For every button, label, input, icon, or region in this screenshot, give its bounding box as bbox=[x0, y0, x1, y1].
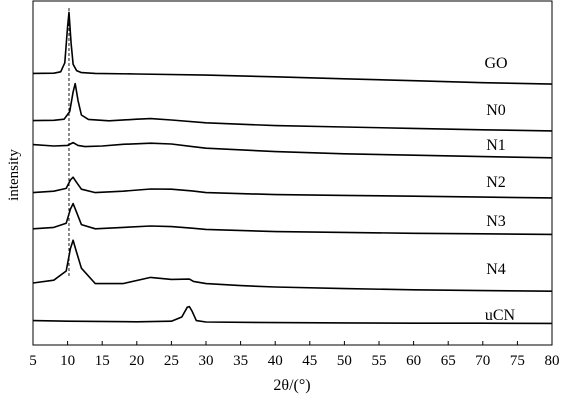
x-tick-label: 50 bbox=[337, 353, 352, 369]
x-tick-label: 70 bbox=[475, 353, 490, 369]
x-tick-label: 10 bbox=[60, 353, 75, 369]
x-tick-label: 20 bbox=[129, 353, 144, 369]
x-tick-label: 15 bbox=[95, 353, 110, 369]
x-tick-label: 65 bbox=[441, 353, 456, 369]
x-tick-label: 35 bbox=[233, 353, 248, 369]
series-line-n2 bbox=[32, 176, 553, 199]
series-layer: GO N0 N1 N2 N3 N4 uCN bbox=[32, 11, 553, 325]
series-label-ucn: uCN bbox=[485, 307, 516, 324]
x-tick-label: 25 bbox=[164, 353, 179, 369]
x-tick-label: 30 bbox=[199, 353, 214, 369]
x-tick-label: 80 bbox=[545, 353, 560, 369]
x-tick-label: 55 bbox=[372, 353, 387, 369]
series-line-n4 bbox=[32, 239, 553, 292]
series-label-n4: N4 bbox=[486, 261, 506, 278]
x-tick-label: 5 bbox=[29, 353, 37, 369]
x-axis-label: 2θ/(°) bbox=[273, 377, 310, 394]
series-label-n1: N1 bbox=[486, 137, 506, 154]
plot-frame bbox=[32, 0, 553, 346]
series-label-n0: N0 bbox=[486, 102, 506, 119]
series-line-n3 bbox=[32, 202, 553, 236]
series-label-n2: N2 bbox=[486, 174, 506, 191]
y-axis-label: intensity bbox=[6, 149, 22, 201]
x-tick-label: 45 bbox=[302, 353, 317, 369]
series-label-n3: N3 bbox=[486, 213, 506, 230]
x-axis-ticks: 5 10 15 20 25 30 35 40 45 50 55 60 65 70 75 80 bbox=[29, 341, 560, 369]
x-tick-label: 60 bbox=[406, 353, 421, 369]
x-tick-label: 75 bbox=[510, 353, 525, 369]
series-line-ucn bbox=[32, 305, 553, 325]
series-line-go bbox=[32, 11, 553, 85]
x-tick-label: 40 bbox=[268, 353, 283, 369]
series-line-n0 bbox=[32, 82, 553, 132]
series-line-n1 bbox=[32, 141, 553, 159]
series-label-go: GO bbox=[484, 55, 507, 72]
